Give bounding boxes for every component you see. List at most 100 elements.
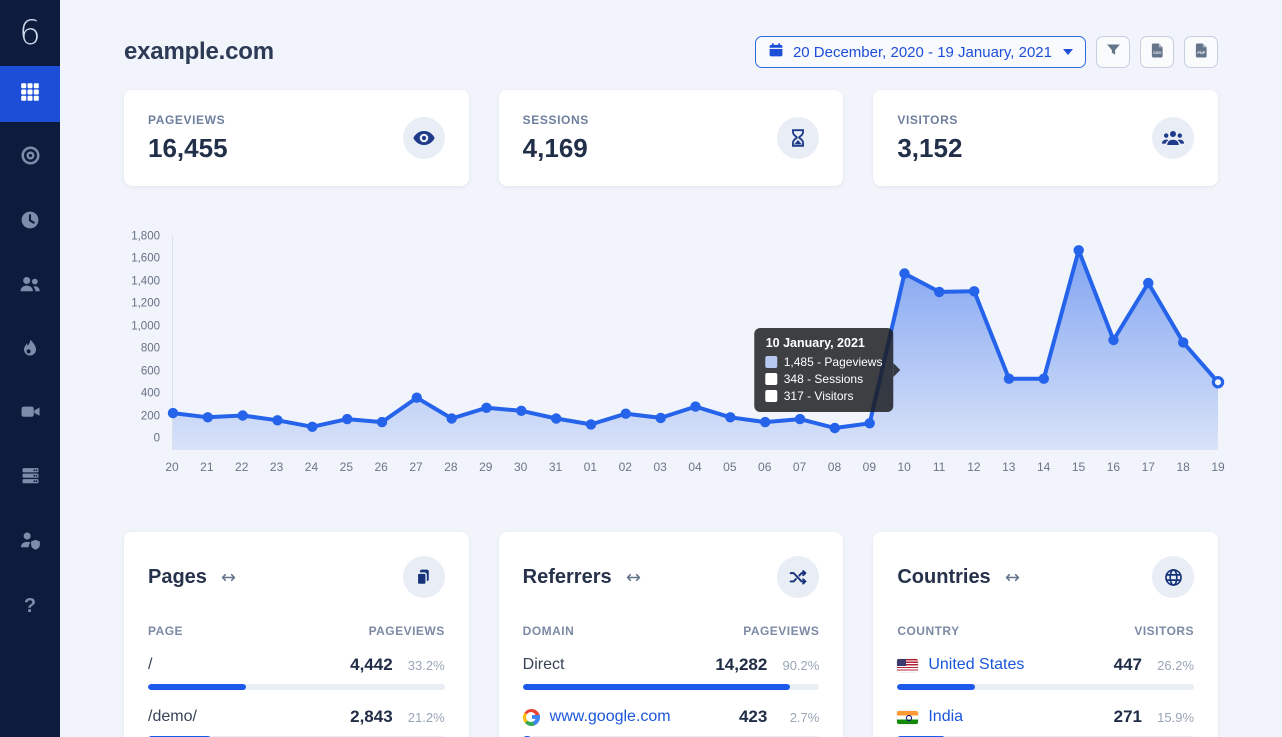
x-tick-label: 24: [304, 460, 319, 474]
table-row: / 4,442 33.2%: [148, 655, 445, 690]
sidebar-item-privacy[interactable]: [0, 514, 60, 570]
chart-y-axis: 1,800 1,600 1,400 1,200 1,000 800 600 400 200 0: [124, 231, 172, 445]
table-header: DOMAIN PAGEVIEWS: [523, 624, 820, 638]
stat-card-pageviews: PAGEVIEWS 16,455: [124, 90, 469, 186]
table-row: www.google.com 423 2.7%: [522, 707, 820, 737]
globe-icon: [1152, 556, 1195, 598]
export-pdf-button[interactable]: PDF: [1184, 36, 1218, 68]
percent-share: 90.2%: [782, 657, 820, 673]
table-header: PAGE PAGEVIEWS: [148, 624, 445, 638]
referrers-panel-title: Referrers: [522, 565, 612, 588]
sidebar-item-heatmaps[interactable]: [0, 322, 60, 378]
stat-label: SESSIONS: [522, 112, 589, 127]
sidebar-item-recordings[interactable]: [0, 386, 60, 442]
swap-axis-icon[interactable]: [219, 568, 238, 587]
progress-track: [148, 684, 445, 690]
target-icon: [20, 145, 41, 171]
chart-plot-area[interactable]: 10 January, 2021 1,485 - Pageviews 348 -…: [167, 236, 1225, 450]
column-pageviews: PAGEVIEWS: [368, 624, 445, 638]
tooltip-date: 10 January, 2021: [765, 336, 865, 350]
export-csv-button[interactable]: CSV: [1140, 36, 1174, 68]
x-tick-label: 08: [827, 460, 842, 474]
y-tick-label: 1,400: [131, 275, 160, 288]
main-content: example.com 20 December, 2020 - 19 Janua…: [60, 0, 1282, 737]
x-tick-label: 05: [723, 460, 737, 474]
pages-panel-title: Pages: [148, 565, 207, 588]
sidebar-item-help[interactable]: ?: [0, 578, 60, 634]
stat-value: 16,455: [148, 132, 228, 163]
toolbar: 20 December, 2020 - 19 January, 2021 CSV: [754, 36, 1218, 68]
page-path: /: [148, 656, 153, 673]
sidebar-item-realtime[interactable]: [0, 194, 60, 250]
swap-axis-icon[interactable]: [1003, 568, 1022, 587]
svg-text:CSV: CSV: [1153, 50, 1161, 55]
sidebar-item-goals[interactable]: [0, 130, 60, 186]
x-tick-label: 07: [792, 460, 807, 474]
filter-button[interactable]: [1096, 36, 1130, 68]
hourglass-icon: [777, 117, 820, 159]
x-tick-label: 14: [1036, 460, 1051, 474]
clock-icon: [20, 210, 40, 235]
x-tick-label: 10: [897, 460, 911, 474]
y-tick-label: 400: [140, 387, 160, 400]
countries-panel-title: Countries: [897, 565, 991, 588]
sidebar: 6: [0, 0, 60, 737]
y-tick-label: 1,200: [131, 297, 160, 310]
sidebar-item-visitors[interactable]: [0, 258, 60, 314]
x-tick-label: 09: [862, 460, 877, 474]
pages-panel: Pages PAGE PAGEVIEWS: [124, 532, 469, 737]
visitors-value: 271: [1113, 707, 1143, 726]
x-tick-label: 03: [653, 460, 667, 474]
x-tick-label: 18: [1176, 460, 1190, 474]
x-tick-label: 15: [1071, 460, 1086, 474]
sidebar-item-servers[interactable]: [0, 450, 60, 506]
y-tick-label: 200: [140, 410, 160, 422]
referrer-name: Direct: [522, 656, 565, 673]
tooltip-row-sessions: 348 - Sessions: [765, 372, 883, 386]
tooltip-row-visitors: 317 - Visitors: [765, 389, 883, 403]
line-chart-canvas[interactable]: [167, 236, 1225, 450]
pdf-file-icon: PDF: [1193, 42, 1210, 62]
x-tick-label: 12: [967, 460, 981, 474]
column-domain: DOMAIN: [522, 624, 575, 638]
x-tick-label: 01: [583, 460, 598, 474]
chart-x-axis: 20 21 22 23 24 25 26 27 28 29 30 31 01 02 03 04 05 06 07 08…: [165, 460, 1224, 478]
tooltip-row-pageviews: 1,485 - Pageviews: [765, 355, 882, 369]
referrer-link[interactable]: www.google.com: [549, 708, 671, 725]
swap-axis-icon[interactable]: [624, 568, 643, 587]
date-range-button[interactable]: 20 December, 2020 - 19 January, 2021: [754, 36, 1086, 68]
x-tick-label: 29: [479, 460, 493, 474]
server-stack-icon: [20, 465, 41, 491]
grid-icon: [20, 82, 40, 107]
pageviews-swatch: [765, 356, 778, 368]
table-row: India 271 15.9%: [897, 707, 1195, 737]
google-favicon: [522, 708, 540, 726]
stat-label: PAGEVIEWS: [148, 112, 226, 127]
pageviews-value: 4,442: [350, 655, 393, 674]
chevron-down-icon: [1063, 49, 1073, 55]
eye-icon: [402, 117, 445, 159]
topbar: example.com 20 December, 2020 - 19 Janua…: [124, 36, 1218, 68]
stat-card-visitors: VISITORS 3,152: [873, 90, 1219, 186]
x-tick-label: 04: [688, 460, 702, 474]
tooltip-text: 317 - Visitors: [783, 389, 854, 403]
percent-share: 2.7%: [789, 709, 820, 725]
country-link[interactable]: United States: [928, 656, 1025, 673]
column-page: PAGE: [148, 624, 184, 638]
page-title: example.com: [124, 38, 274, 65]
x-tick-label: 23: [269, 460, 284, 474]
sidebar-item-dashboard[interactable]: [0, 66, 60, 122]
question-mark-icon: ?: [23, 594, 37, 617]
flame-icon: [20, 338, 40, 363]
referrers-panel: Referrers DOMAIN PAGEVIEWS: [498, 532, 844, 737]
x-tick-label: 16: [1106, 460, 1121, 474]
table-row: /demo/ 2,843 21.2%: [148, 707, 445, 737]
calendar-icon: [768, 42, 784, 62]
y-tick-label: 800: [140, 342, 160, 355]
users-icon: [19, 273, 41, 300]
stat-label: VISITORS: [897, 112, 958, 127]
progress-fill: [148, 684, 247, 690]
y-tick-label: 1,800: [131, 230, 160, 243]
x-tick-label: 27: [409, 460, 423, 474]
country-link[interactable]: India: [928, 708, 964, 725]
